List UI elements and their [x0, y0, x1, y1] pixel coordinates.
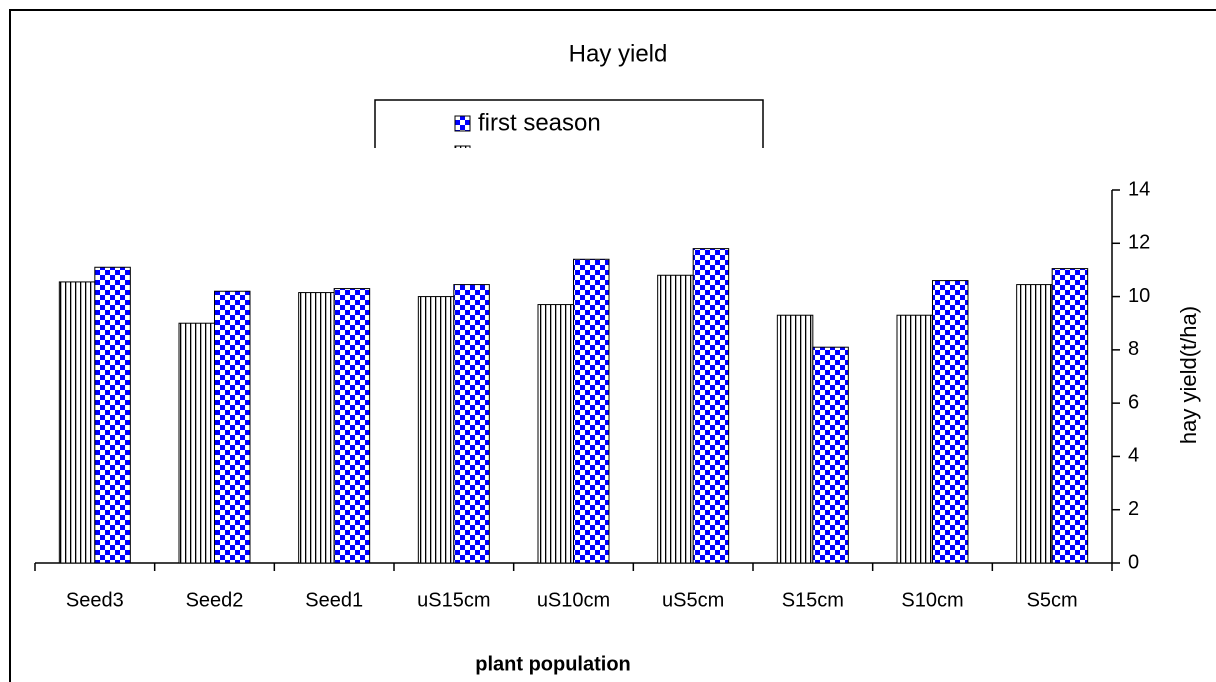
bar [417, 296, 455, 564]
y-tick-label: 6 [1128, 391, 1139, 413]
bar [333, 288, 371, 564]
x-tick-label: uS10cm [537, 589, 610, 611]
bar [94, 266, 131, 564]
bar [298, 292, 335, 564]
bar [896, 314, 933, 564]
y-axis-label: hay yield(t/ha) [1176, 306, 1201, 444]
legend-label: first season [478, 109, 601, 136]
x-axis-label: plant population [475, 653, 631, 675]
bar [537, 304, 574, 564]
y-tick-label: 0 [1128, 551, 1139, 573]
legend-marker [454, 145, 471, 148]
x-tick-label: Seed2 [186, 589, 244, 611]
bar [812, 346, 849, 564]
legend-box [374, 99, 764, 148]
chart-title: Hay yield [569, 40, 668, 67]
bar [776, 314, 814, 564]
bar [453, 284, 490, 564]
y-tick-label: 12 [1128, 232, 1150, 254]
x-tick-label: uS5cm [662, 589, 724, 611]
bar [657, 274, 694, 564]
bar [573, 258, 610, 564]
x-tick-label: S10cm [901, 589, 963, 611]
bar [932, 280, 969, 564]
y-tick-label: 8 [1128, 338, 1139, 360]
bar [692, 248, 730, 564]
bar [1051, 268, 1089, 564]
y-tick-label: 14 [1128, 178, 1150, 200]
y-tick-label: 4 [1128, 445, 1139, 467]
y-tick-label: 2 [1128, 498, 1139, 520]
y-tick-label: 10 [1128, 285, 1150, 307]
x-tick-label: S15cm [782, 589, 844, 611]
bar [1016, 284, 1053, 564]
bar [178, 322, 215, 564]
x-tick-label: S5cm [1027, 589, 1078, 611]
x-tick-label: uS15cm [417, 589, 490, 611]
legend: first season [374, 99, 764, 148]
bar [214, 290, 251, 564]
x-tick-label: Seed1 [305, 589, 363, 611]
legend-marker [454, 115, 471, 132]
bar [58, 281, 96, 564]
x-tick-label: Seed3 [66, 589, 124, 611]
